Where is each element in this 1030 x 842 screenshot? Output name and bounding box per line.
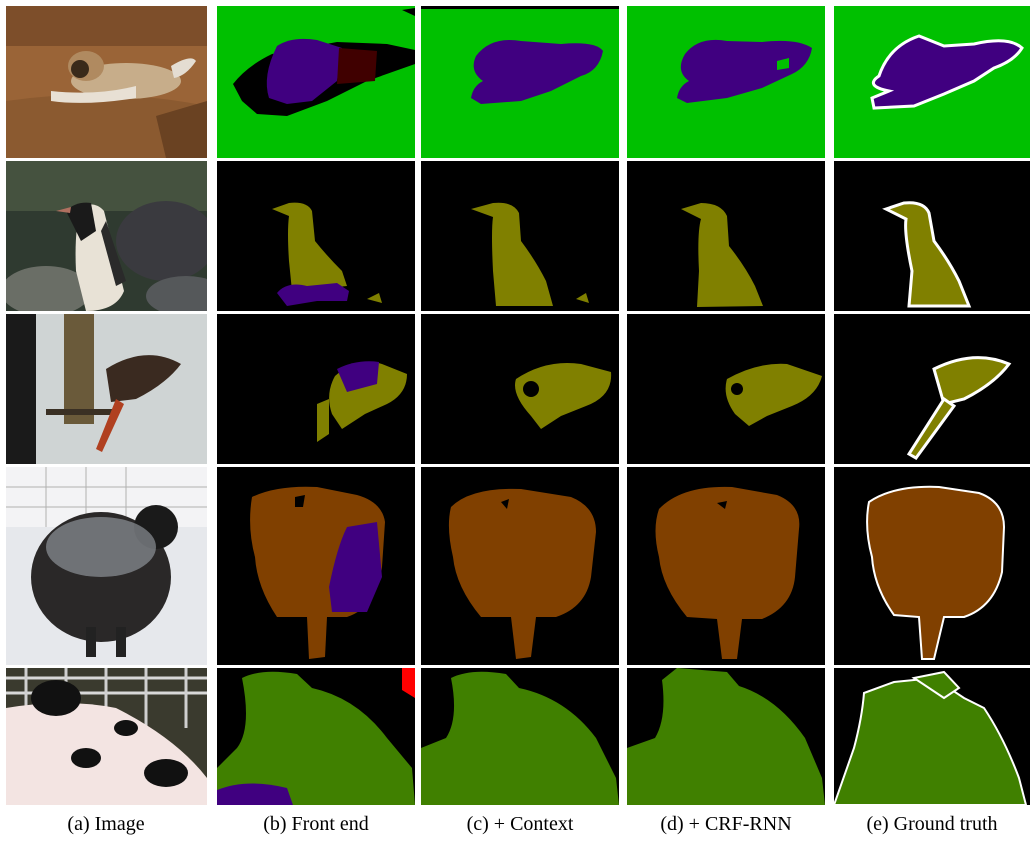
- ground-truth-sheep: [834, 467, 1030, 665]
- image-bird: [6, 314, 207, 464]
- crf-rnn-sheep: [627, 467, 825, 665]
- crf-rnn-dog: [627, 6, 825, 158]
- front-end-penguin: [217, 161, 415, 311]
- caption-front-end: (b) Front end: [263, 813, 369, 835]
- crf-rnn-cow: [627, 668, 825, 805]
- ground-truth-bird: [834, 314, 1030, 464]
- crf-rnn-bird: [627, 314, 825, 464]
- context-dog: [421, 6, 619, 158]
- image-dog: [6, 6, 207, 158]
- caption-context: (c) + Context: [466, 813, 574, 835]
- ground-truth-dog: [834, 6, 1030, 158]
- front-end-cow: [217, 668, 415, 805]
- ground-truth-penguin: [834, 161, 1030, 311]
- caption-crf-rnn: (d) + CRF-RNN: [660, 813, 792, 835]
- front-end-dog: [217, 6, 415, 158]
- caption-image: (a) Image: [67, 813, 145, 835]
- ground-truth-cow: [834, 668, 1030, 805]
- front-end-bird: [217, 314, 415, 464]
- context-penguin: [421, 161, 619, 311]
- caption-ground-truth: (e) Ground truth: [866, 813, 998, 835]
- front-end-sheep: [217, 467, 415, 665]
- image-cow: [6, 668, 207, 805]
- context-cow: [421, 668, 619, 805]
- context-bird: [421, 314, 619, 464]
- image-penguin: [6, 161, 207, 311]
- image-sheep: [6, 467, 207, 665]
- crf-rnn-penguin: [627, 161, 825, 311]
- context-sheep: [421, 467, 619, 665]
